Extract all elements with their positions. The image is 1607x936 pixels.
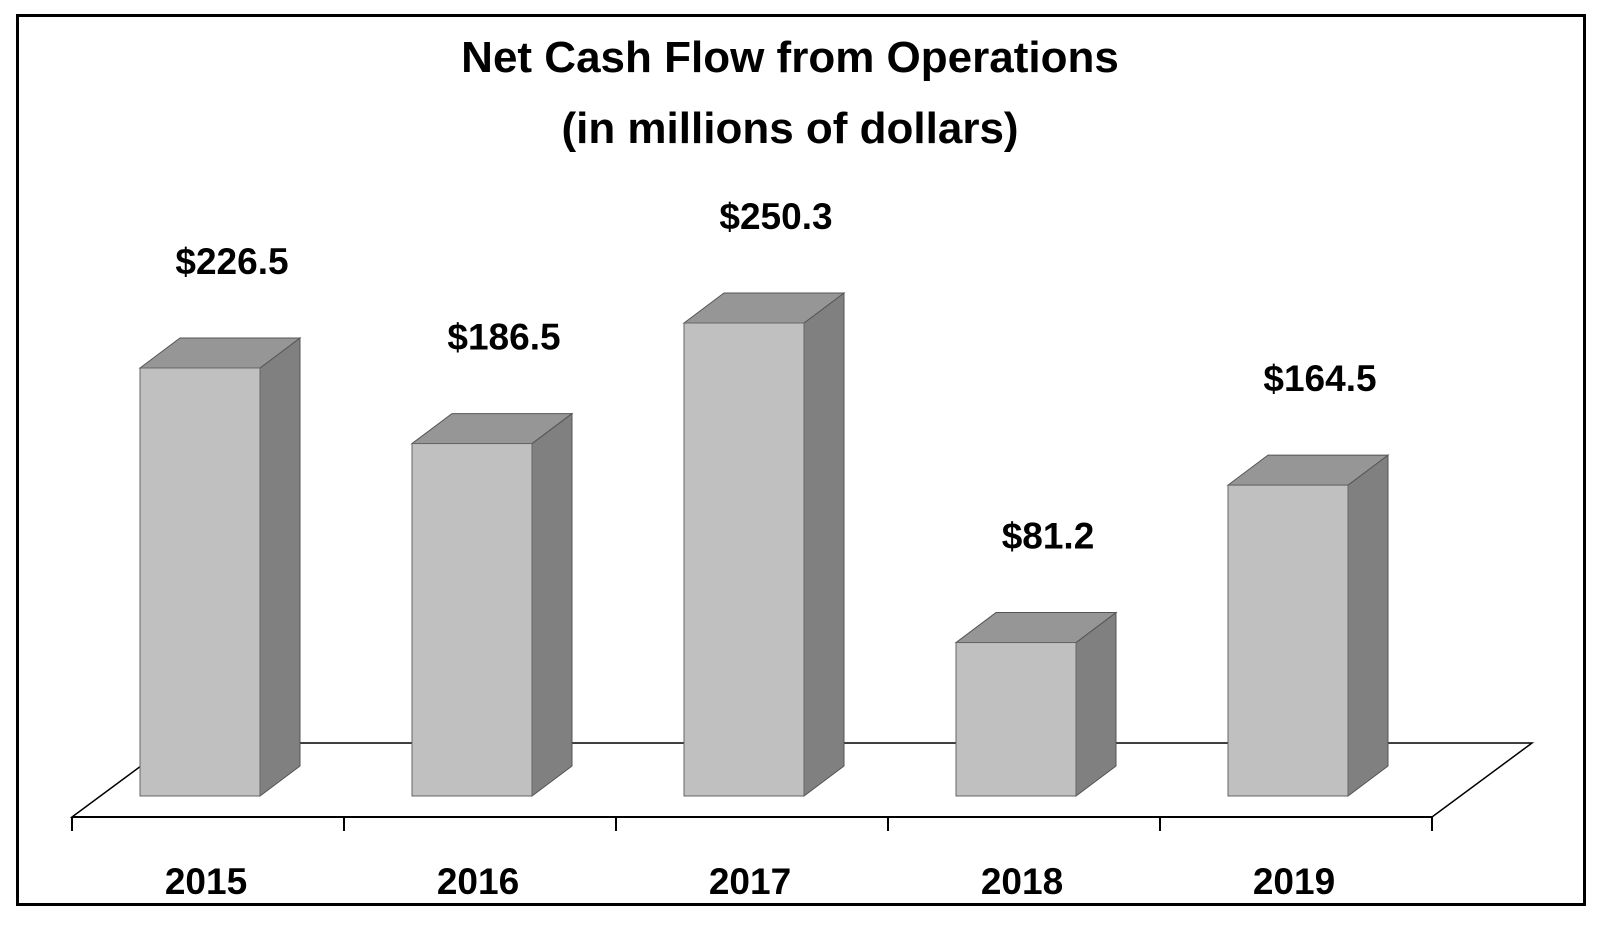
data-label: $250.3 [719, 196, 832, 237]
bar-front-face [139, 367, 261, 797]
data-label: $186.5 [447, 317, 560, 358]
data-label: $81.2 [1002, 516, 1095, 557]
bar-front-face [955, 642, 1077, 797]
bar-side-face [803, 292, 845, 797]
x-tick-label: 2018 [981, 861, 1063, 902]
bar-series [138, 292, 1390, 797]
chart-title: Net Cash Flow from Operations [461, 33, 1119, 82]
bar [954, 611, 1118, 797]
bar [138, 336, 302, 797]
bar-front-face [683, 322, 805, 797]
x-tick-label: 2016 [437, 861, 519, 902]
x-tick-label: 2015 [165, 861, 247, 902]
bar [410, 412, 574, 797]
data-labels: $226.5 $186.5 $250.3 $81.2 $164.5 [175, 196, 1376, 557]
x-axis: 2015 2016 2017 2018 2019 [71, 816, 1433, 902]
bar-side-face [1075, 611, 1117, 797]
bar-front-face [1227, 484, 1349, 797]
bar-side-face [531, 412, 573, 797]
chart-subtitle: (in millions of dollars) [561, 104, 1018, 153]
x-tick-label: 2017 [709, 861, 791, 902]
data-label: $164.5 [1263, 358, 1376, 399]
bar-side-face [259, 336, 301, 797]
bar [1226, 454, 1390, 797]
bar-side-face [1347, 454, 1389, 797]
data-label: $226.5 [175, 241, 288, 282]
bar-front-face [411, 443, 533, 797]
bar [682, 292, 846, 797]
x-tick-label: 2019 [1253, 861, 1335, 902]
